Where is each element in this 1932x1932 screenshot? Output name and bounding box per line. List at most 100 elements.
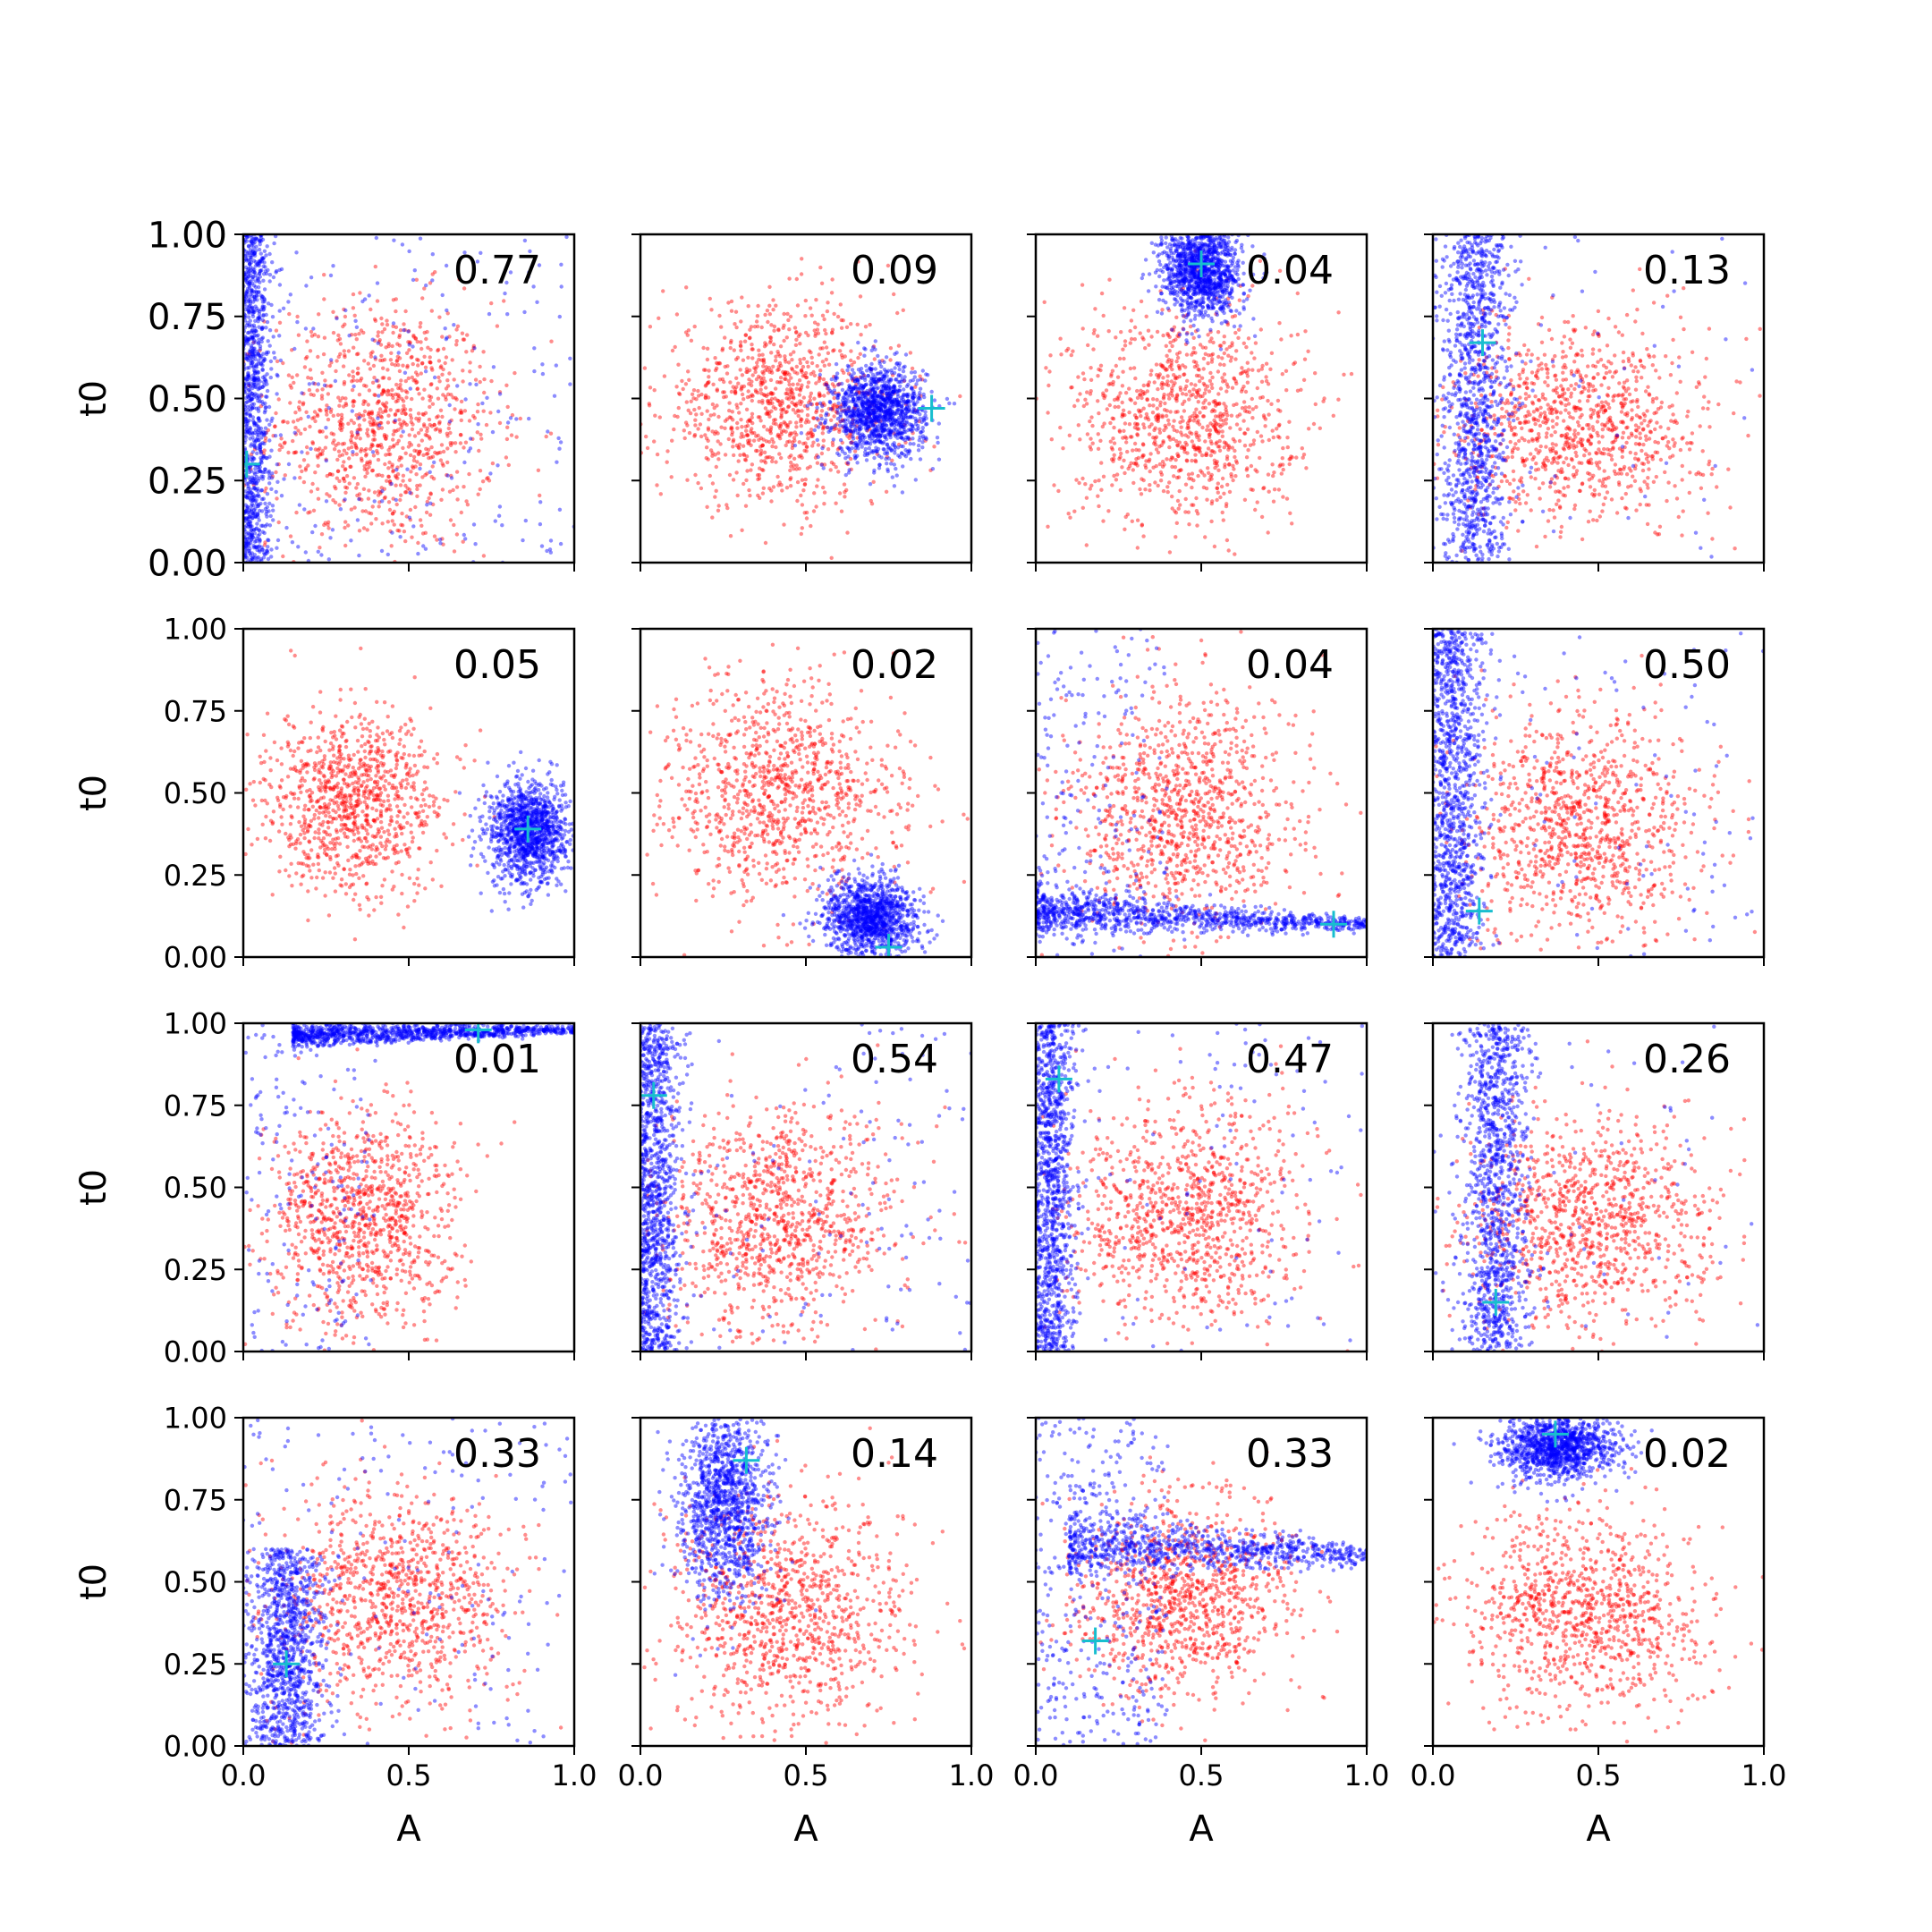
red-point [436, 348, 440, 353]
red-point [769, 396, 775, 402]
red-point [368, 415, 372, 419]
blue-point [568, 382, 572, 386]
blue-point [930, 467, 936, 471]
red-point [1162, 392, 1166, 397]
red-point [699, 411, 704, 416]
red-point [428, 513, 433, 517]
blue-point [257, 547, 262, 553]
red-point [1165, 353, 1169, 358]
red-point [349, 430, 354, 435]
blue-point [252, 377, 257, 383]
blue-point [245, 404, 250, 410]
red-point [1158, 479, 1164, 483]
blue-point [247, 324, 251, 328]
blue-point [304, 284, 309, 288]
red-point [692, 324, 697, 329]
red-point [784, 396, 789, 401]
red-point [821, 401, 826, 405]
red-point [377, 444, 382, 448]
red-point [384, 401, 389, 405]
red-point [425, 329, 429, 335]
red-point [369, 352, 373, 356]
blue-point [258, 399, 262, 404]
red-point [792, 467, 796, 471]
blue-point [271, 508, 275, 513]
blue-point [247, 261, 252, 267]
red-point [397, 335, 402, 340]
red-point [405, 486, 410, 491]
blue-point [250, 348, 255, 352]
blue-point [250, 492, 255, 496]
red-point [710, 515, 715, 520]
red-point [767, 284, 772, 289]
red-point [1231, 478, 1235, 483]
blue-point [247, 470, 251, 475]
red-point [844, 428, 849, 433]
red-point [794, 402, 800, 406]
red-point [685, 423, 690, 428]
red-point [830, 443, 835, 447]
red-point [415, 339, 419, 344]
blue-point [258, 238, 262, 242]
blue-point [252, 477, 257, 481]
red-point [801, 374, 805, 378]
red-point [1216, 369, 1221, 374]
red-point [335, 412, 341, 418]
red-point [758, 448, 764, 453]
red-point [479, 436, 484, 441]
red-point [1259, 379, 1265, 384]
red-point [350, 433, 355, 437]
red-point [746, 389, 750, 394]
red-point [750, 347, 755, 352]
red-point [806, 333, 810, 338]
red-point [670, 438, 674, 443]
red-point [868, 322, 872, 327]
blue-point [256, 394, 260, 399]
blue-point [255, 237, 259, 242]
red-point [489, 378, 494, 384]
red-point [394, 382, 399, 387]
blue-point [253, 279, 258, 284]
red-point [301, 402, 305, 407]
red-point [351, 292, 356, 297]
blue-point [255, 293, 259, 299]
blue-point [881, 447, 886, 452]
blue-point [243, 438, 248, 443]
red-point [783, 369, 788, 375]
red-point [1155, 329, 1160, 335]
red-point [395, 393, 401, 397]
blue-point [892, 428, 896, 433]
red-point [1237, 438, 1242, 444]
blue-point [250, 360, 255, 365]
blue-point [252, 251, 257, 256]
red-point [832, 384, 836, 389]
blue-point [846, 386, 852, 391]
blue-point [253, 377, 258, 381]
blue-point [247, 271, 251, 275]
red-point [685, 333, 690, 337]
red-point [497, 390, 503, 394]
blue-point [886, 467, 890, 471]
blue-point [258, 235, 264, 241]
blue-point [871, 408, 877, 413]
red-point [1245, 380, 1250, 385]
blue-point [246, 395, 251, 400]
blue-point [868, 399, 873, 403]
blue-point [252, 294, 257, 299]
red-point [476, 402, 480, 407]
blue-point [249, 487, 253, 492]
red-point [694, 397, 699, 402]
blue-point [902, 437, 907, 443]
red-point [805, 406, 810, 411]
blue-point [266, 339, 270, 343]
red-point [373, 357, 378, 361]
red-point [343, 490, 348, 495]
blue-point [852, 411, 857, 416]
blue-point [260, 300, 266, 304]
red-point [338, 423, 343, 428]
blue-point [245, 374, 250, 378]
blue-point [245, 267, 250, 272]
red-point [788, 314, 793, 319]
blue-point [870, 394, 876, 398]
red-point [1175, 410, 1180, 414]
